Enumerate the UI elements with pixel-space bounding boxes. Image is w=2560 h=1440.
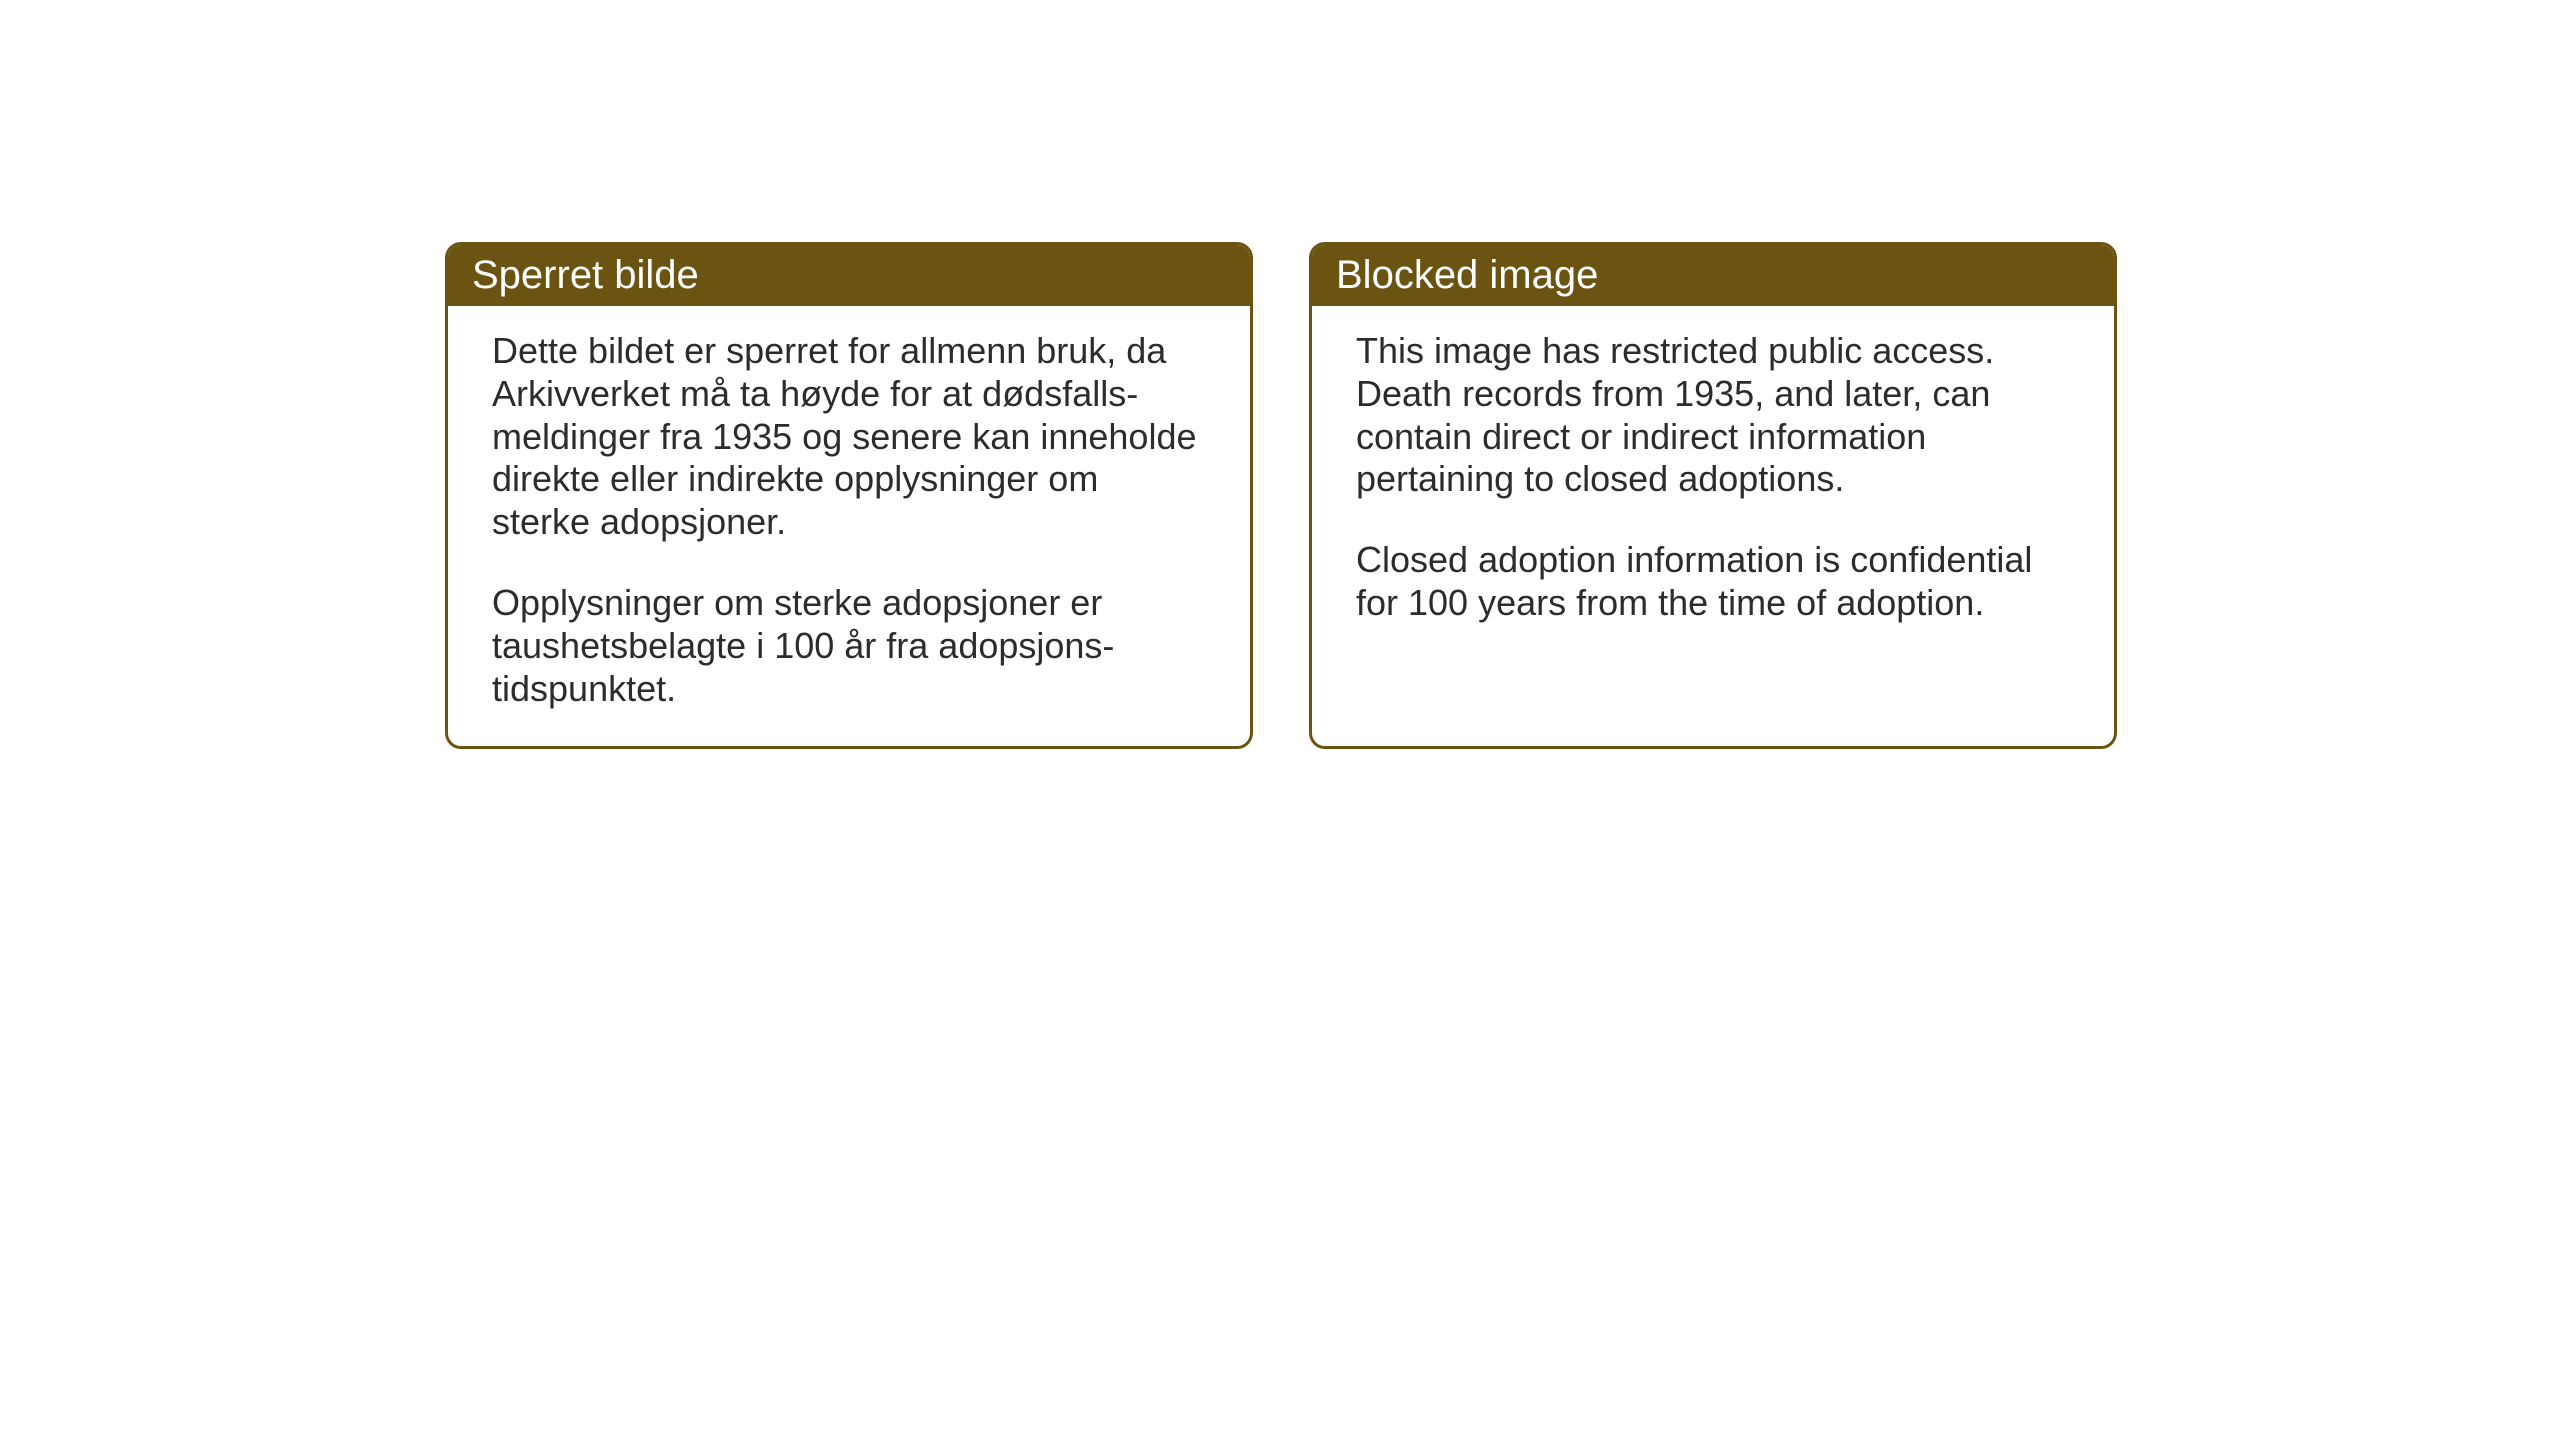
cards-container: Sperret bilde Dette bildet er sperret fo… <box>0 0 2560 749</box>
card-norwegian: Sperret bilde Dette bildet er sperret fo… <box>445 242 1253 749</box>
card-body-norwegian: Dette bildet er sperret for allmenn bruk… <box>448 306 1250 746</box>
card-english: Blocked image This image has restricted … <box>1309 242 2117 749</box>
card-paragraph1-english: This image has restricted public access.… <box>1356 330 2070 501</box>
card-title-norwegian: Sperret bilde <box>472 253 699 297</box>
card-paragraph2-norwegian: Opplysninger om sterke adopsjoner er tau… <box>492 582 1206 710</box>
card-title-english: Blocked image <box>1336 253 1598 297</box>
card-header-norwegian: Sperret bilde <box>448 245 1250 306</box>
card-body-english: This image has restricted public access.… <box>1312 306 2114 746</box>
card-paragraph1-norwegian: Dette bildet er sperret for allmenn bruk… <box>492 330 1206 544</box>
card-header-english: Blocked image <box>1312 245 2114 306</box>
card-paragraph2-english: Closed adoption information is confident… <box>1356 539 2070 625</box>
